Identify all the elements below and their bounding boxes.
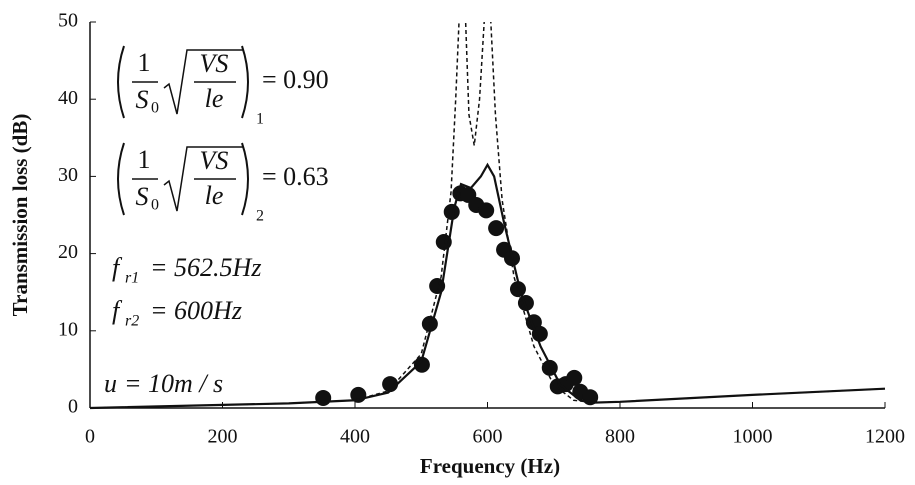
x-tick-label: 1200 bbox=[865, 426, 905, 448]
y-tick-label: 20 bbox=[58, 241, 78, 263]
denominator-sub: 0 bbox=[151, 197, 159, 214]
x-tick-label: 1000 bbox=[733, 426, 773, 448]
x-tick-label: 800 bbox=[605, 426, 635, 448]
radicand-top: VS bbox=[200, 146, 229, 175]
x-tick-label: 0 bbox=[85, 426, 95, 448]
denominator-sub: 0 bbox=[151, 100, 159, 117]
denominator: S bbox=[136, 85, 149, 114]
y-tick-label: 30 bbox=[58, 164, 78, 186]
y-axis-title: Transmission loss (dB) bbox=[8, 114, 32, 317]
y-tick-label: 0 bbox=[68, 396, 78, 418]
radicand-top: VS bbox=[200, 49, 229, 78]
dashed-line bbox=[90, 22, 886, 409]
note-symbol: f bbox=[112, 253, 123, 282]
y-tick-label: 40 bbox=[58, 87, 78, 109]
plot-area bbox=[90, 22, 886, 410]
x-axis-title: Frequency (Hz) bbox=[420, 454, 560, 478]
data-point bbox=[488, 220, 505, 237]
formula-value: = 0.63 bbox=[262, 162, 329, 191]
data-point bbox=[413, 356, 430, 373]
radicand-bottom: le bbox=[205, 181, 224, 210]
note-symbol: f bbox=[112, 296, 123, 325]
numerator: 1 bbox=[138, 48, 151, 77]
x-tick-label: 600 bbox=[473, 426, 503, 448]
paren bbox=[241, 45, 249, 119]
formula: 1 S 0 VS le 1 = 0.90 bbox=[117, 45, 329, 128]
note-text: = 10m / s bbox=[124, 369, 223, 398]
formula-value: = 0.90 bbox=[262, 65, 329, 94]
y-tick-label: 50 bbox=[58, 10, 78, 32]
paren bbox=[241, 142, 249, 216]
note-sub: r1 bbox=[125, 270, 139, 287]
note-symbol: u bbox=[104, 369, 117, 398]
note-text: = 600Hz bbox=[150, 296, 242, 325]
data-point bbox=[478, 202, 495, 219]
note-text: = 562.5Hz bbox=[150, 253, 261, 282]
y-tick-label: 10 bbox=[58, 318, 78, 340]
radical bbox=[163, 49, 243, 115]
radical bbox=[163, 146, 243, 212]
note-sub: r2 bbox=[125, 313, 139, 330]
paren bbox=[117, 45, 125, 119]
denominator: S bbox=[136, 182, 149, 211]
x-tick-label: 400 bbox=[340, 426, 370, 448]
formula: 1 S 0 VS le 2 = 0.63 bbox=[117, 142, 329, 225]
paren bbox=[117, 142, 125, 216]
radicand-bottom: le bbox=[205, 84, 224, 113]
data-point bbox=[531, 325, 548, 342]
formula-sub: 2 bbox=[256, 208, 264, 225]
formula-sub: 1 bbox=[256, 111, 264, 128]
numerator: 1 bbox=[138, 145, 151, 174]
data-point bbox=[566, 369, 583, 386]
data-point bbox=[315, 389, 332, 406]
x-tick-label: 200 bbox=[208, 426, 238, 448]
